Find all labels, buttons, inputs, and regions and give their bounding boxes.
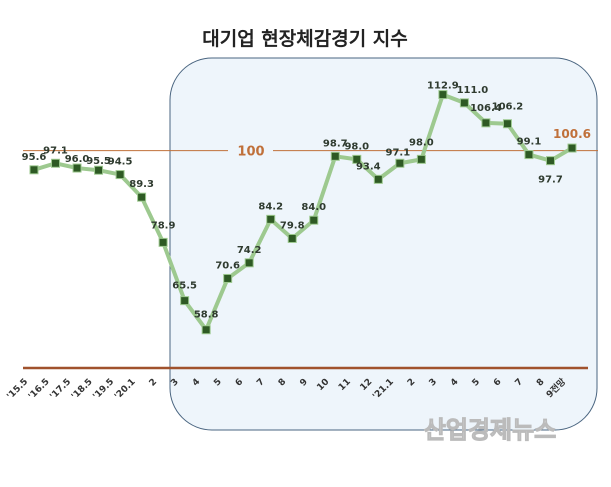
data-label: 93.4 [356, 161, 381, 172]
data-point [416, 154, 426, 164]
x-tick-label: 6 [234, 377, 246, 389]
data-label: 79.8 [280, 220, 305, 231]
data-label: 84.0 [301, 202, 326, 213]
data-point [72, 163, 82, 173]
data-point [459, 98, 469, 108]
x-tick-label: 9 [298, 377, 310, 389]
x-tick-label: 3 [169, 377, 181, 389]
data-point [180, 296, 190, 306]
x-tick-label: 2 [148, 377, 160, 389]
data-label: 97.1 [43, 145, 68, 156]
x-tick-label: 2 [406, 377, 418, 389]
x-tick-label: 8 [535, 377, 547, 389]
data-point [137, 192, 147, 202]
data-point [395, 158, 405, 168]
data-label: 112.9 [427, 81, 459, 92]
x-tick-label: '18.5 [70, 377, 95, 402]
x-tick-label: 8 [277, 377, 289, 389]
data-label: 89.3 [129, 179, 154, 190]
data-label: 98.7 [323, 138, 348, 149]
data-point [545, 156, 555, 166]
x-tick-label: 5 [212, 377, 224, 389]
data-point [502, 119, 512, 129]
x-tick-label: 7 [514, 377, 526, 389]
data-label: 84.2 [258, 201, 283, 212]
chart-title: 대기업 현장체감경기 지수 [202, 28, 408, 50]
x-tick-label: 4 [191, 377, 203, 389]
data-point [567, 143, 577, 153]
data-point [373, 174, 383, 184]
data-point [309, 215, 319, 225]
data-label: 96.0 [65, 154, 90, 165]
data-point [287, 233, 297, 243]
x-tick-label: 4 [449, 377, 461, 389]
data-label: 78.9 [151, 220, 176, 231]
reference-label: 100 [237, 145, 264, 160]
data-label: 97.7 [538, 175, 563, 186]
data-point [115, 170, 125, 180]
highlight-box [169, 57, 598, 431]
data-point [158, 237, 168, 247]
x-tick-label: '19.5 [91, 377, 116, 402]
data-point [223, 273, 233, 283]
x-tick-label: '15.5 [5, 377, 30, 402]
data-label: 95.5 [86, 156, 111, 167]
data-point [51, 158, 61, 168]
data-label: 65.5 [172, 281, 197, 292]
data-point [94, 165, 104, 175]
data-point [481, 118, 491, 128]
x-tick-label: 7 [255, 377, 267, 389]
data-label: 98.0 [409, 137, 434, 148]
x-tick-label: 3 [427, 377, 439, 389]
data-label: 95.6 [22, 152, 47, 163]
data-point [201, 325, 211, 335]
data-label: 58.8 [194, 310, 219, 321]
data-point [266, 214, 276, 224]
x-tick-label: 5 [471, 377, 483, 389]
data-label: 97.1 [385, 147, 410, 158]
data-point [438, 90, 448, 100]
data-label: 94.5 [108, 157, 133, 168]
data-label: 70.6 [215, 260, 240, 271]
data-point [330, 151, 340, 161]
data-label: 99.1 [517, 137, 542, 148]
data-label: 106.4 [470, 103, 502, 114]
x-tick-label: '16.5 [27, 377, 52, 402]
data-point [29, 165, 39, 175]
watermark: 산업경제뉴스 [424, 416, 556, 444]
data-point [524, 150, 534, 160]
x-tick-label: '17.5 [48, 377, 73, 402]
data-label: 100.6 [553, 127, 591, 141]
data-point [244, 258, 254, 268]
x-tick-label: 6 [492, 377, 504, 389]
x-tick-label: '20.1 [113, 377, 138, 402]
data-label: 98.0 [344, 141, 369, 152]
data-point [352, 154, 362, 164]
data-label: 111.0 [457, 85, 489, 96]
data-label: 106.2 [492, 102, 524, 113]
data-label: 74.2 [237, 245, 262, 256]
